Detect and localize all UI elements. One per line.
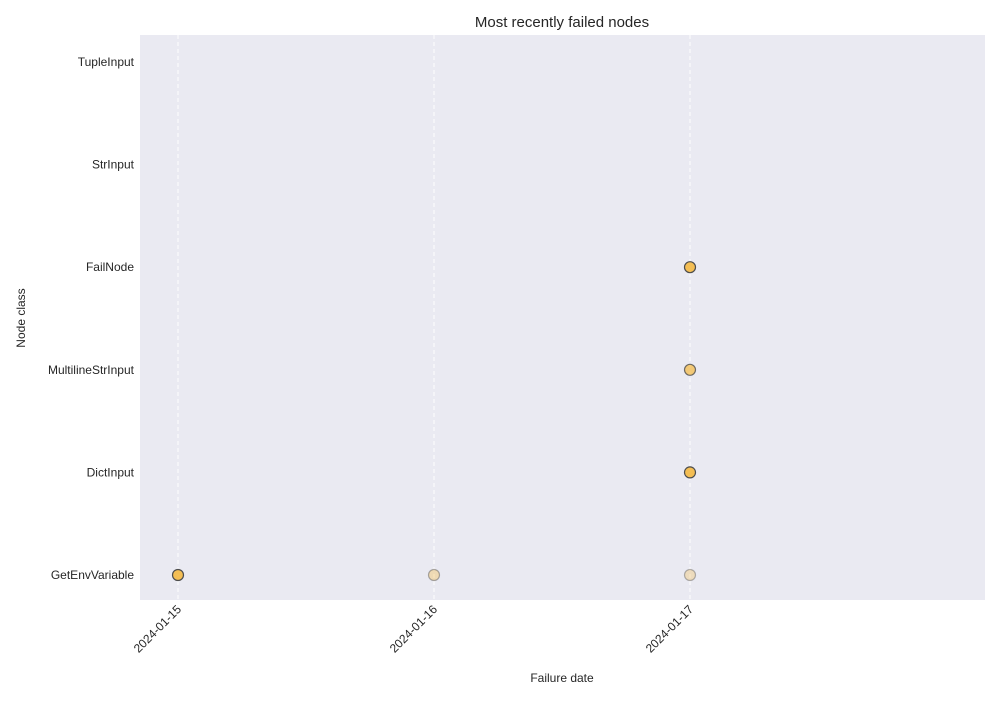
y-axis-label: Node class (14, 288, 28, 347)
y-tick-label: GetEnvVariable (51, 568, 134, 582)
data-point (173, 570, 184, 581)
y-tick-label: MultilineStrInput (48, 363, 135, 377)
y-tick-label: DictInput (87, 465, 135, 479)
data-point (685, 467, 696, 478)
data-point (429, 570, 440, 581)
plot-area (140, 35, 985, 600)
y-tick-label: FailNode (86, 260, 134, 274)
data-point (685, 570, 696, 581)
data-point (685, 262, 696, 273)
x-tick-label: 2024-01-17 (643, 602, 697, 656)
y-tick-label: StrInput (92, 158, 135, 172)
x-tick-label: 2024-01-16 (387, 602, 441, 656)
x-axis-label: Failure date (530, 671, 594, 685)
y-axis-ticks: GetEnvVariable DictInput MultilineStrInput… (48, 55, 135, 582)
y-tick-label: TupleInput (78, 55, 135, 69)
x-tick-label: 2024-01-15 (131, 602, 185, 656)
chart-title: Most recently failed nodes (475, 14, 649, 31)
data-point (685, 364, 696, 375)
